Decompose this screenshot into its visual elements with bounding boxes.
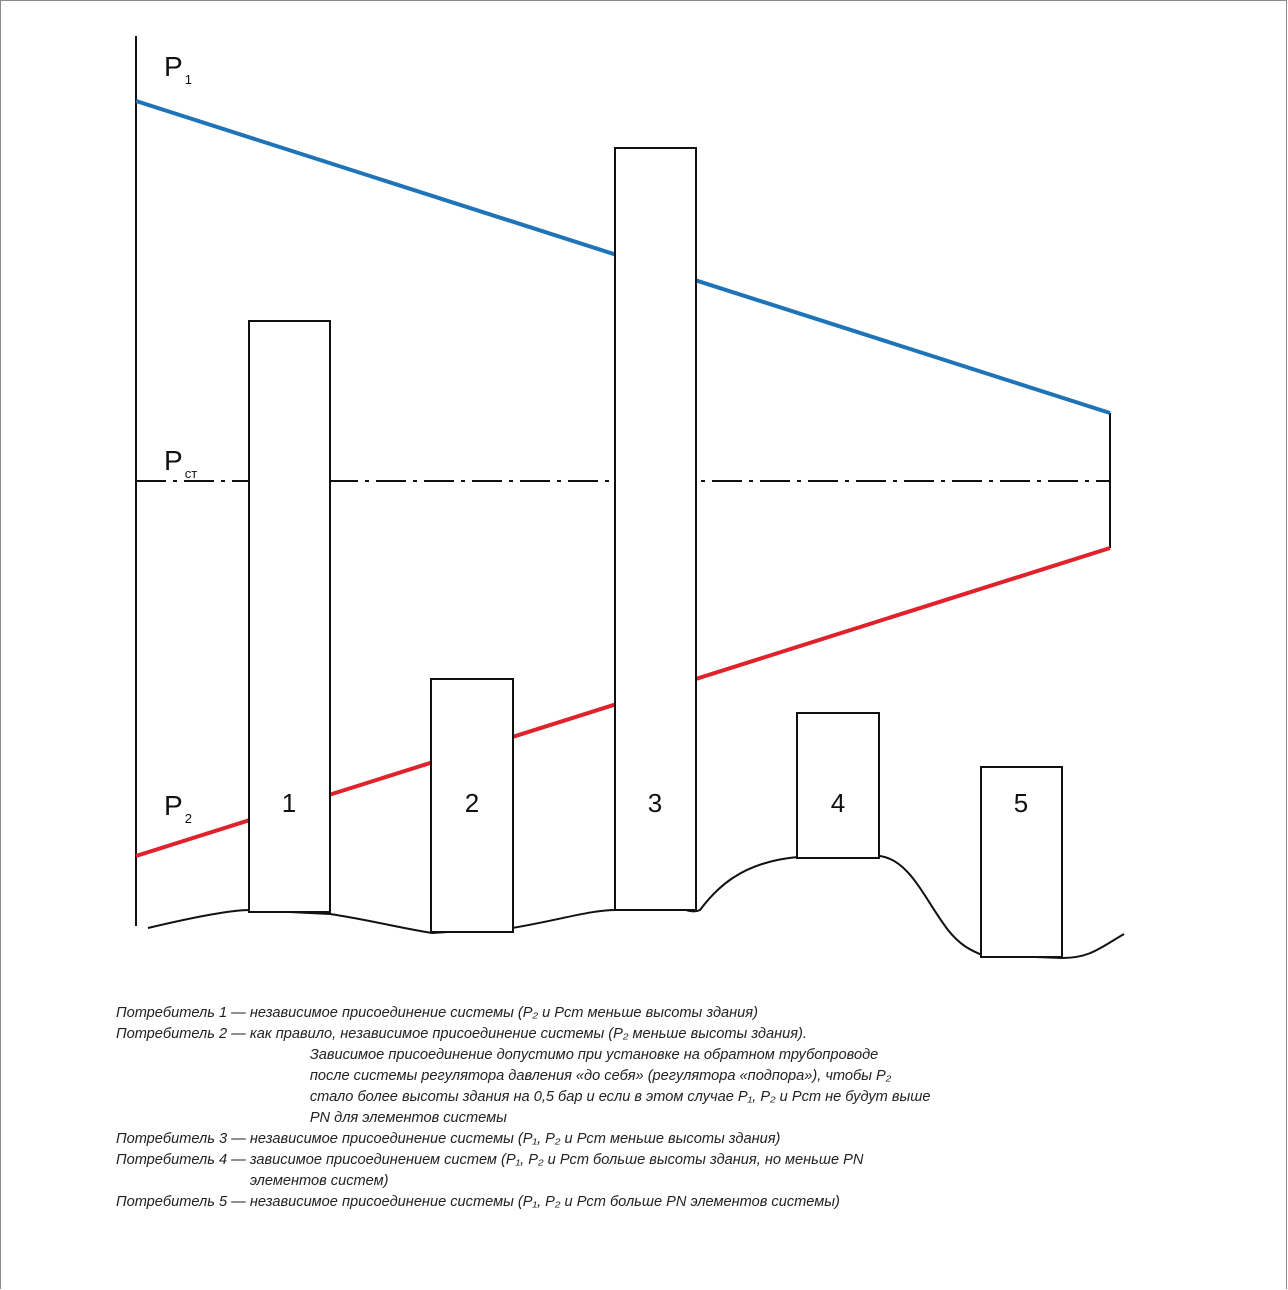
legend-line: зависимое присоединением систем (P₁, P₂ … <box>249 1152 864 1168</box>
legend-who: Потребитель 5 <box>116 1194 228 1210</box>
legend-line: независимое присоединение системы (P₁, P… <box>249 1194 840 1210</box>
building-5 <box>980 766 1063 958</box>
legend-item-3: Потребитель 3 — независимое присоединени… <box>116 1129 1196 1150</box>
building-4-number: 4 <box>831 788 845 818</box>
legend-line: стало более высоты здания на 0,5 бар и е… <box>309 1089 931 1105</box>
legend-item-4: Потребитель 4 — зависимое присоединением… <box>116 1150 1196 1192</box>
building-3 <box>614 147 697 911</box>
legend-item-5: Потребитель 5 — независимое присоединени… <box>116 1192 1196 1213</box>
building-3-number: 3 <box>648 788 662 818</box>
building-1-number: 1 <box>282 788 296 818</box>
legend-who: Потребитель 4 <box>116 1152 228 1168</box>
legend: Потребитель 1 — независимое присоединени… <box>116 1003 1196 1213</box>
legend-who: Потребитель 1 <box>116 1005 228 1021</box>
legend-line: Зависимое присоединение допустимо при ус… <box>309 1047 879 1063</box>
legend-line: PN для элементов системы <box>309 1110 507 1126</box>
legend-item-1: Потребитель 1 — независимое присоединени… <box>116 1003 1196 1024</box>
ground-line <box>147 854 1125 960</box>
building-1 <box>248 320 331 913</box>
building-5-number: 5 <box>1014 788 1028 818</box>
legend-line: независимое присоединение системы (P₂ и … <box>249 1005 758 1021</box>
legend-line: элементов систем) <box>249 1173 389 1189</box>
legend-line: независимое присоединение системы (P₁, P… <box>249 1131 781 1147</box>
legend-line: после системы регулятора давления «до се… <box>309 1068 892 1084</box>
legend-who: Потребитель 2 <box>116 1026 228 1042</box>
legend-item-2: Потребитель 2 — как правило, независимое… <box>116 1024 1196 1129</box>
building-2 <box>430 678 514 933</box>
building-4 <box>796 712 880 859</box>
legend-line: как правило, независимое присоединение с… <box>249 1026 807 1042</box>
building-2-number: 2 <box>465 788 479 818</box>
legend-who: Потребитель 3 <box>116 1131 228 1147</box>
